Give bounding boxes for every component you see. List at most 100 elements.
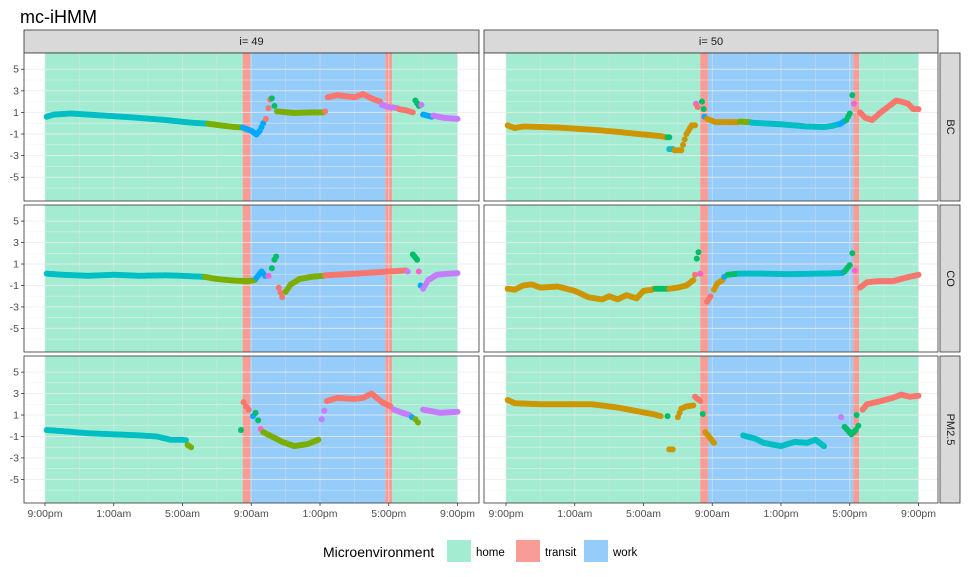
- data-point: [680, 141, 687, 148]
- data-point: [915, 271, 922, 278]
- data-point: [262, 115, 269, 122]
- legend-key-work: [584, 540, 608, 562]
- x-tick-label: 9:00pm: [488, 508, 523, 520]
- legend-label: transit: [545, 547, 577, 559]
- y-tick-label: 5: [13, 64, 19, 76]
- panel: [483, 204, 939, 353]
- data-point: [182, 437, 189, 444]
- data-point: [692, 122, 699, 129]
- data-point: [849, 92, 856, 99]
- y-tick-label: 3: [13, 237, 19, 249]
- row-strip: [939, 52, 961, 202]
- legend: Microenvironment home transit work: [323, 540, 638, 562]
- y-tick-label: -5: [10, 323, 19, 335]
- data-point: [275, 284, 282, 291]
- data-point: [454, 408, 461, 415]
- data-point: [820, 443, 827, 450]
- column-strip-label: i= 50: [699, 36, 723, 48]
- y-tick-label: -5: [10, 474, 19, 486]
- segment-home: [45, 53, 243, 201]
- segment-home: [506, 205, 701, 352]
- data-point: [260, 120, 267, 127]
- panel: [483, 52, 939, 202]
- data-point: [697, 398, 704, 405]
- panel-border: [483, 52, 939, 202]
- data-point: [268, 265, 275, 272]
- data-point: [454, 270, 461, 277]
- data-point: [698, 98, 705, 105]
- data-point: [681, 136, 688, 143]
- x-tick-label: 5:00am: [165, 508, 200, 520]
- data-point: [315, 436, 322, 443]
- data-point: [915, 106, 922, 113]
- segment-work: [250, 356, 386, 503]
- x-tick-label: 5:00pm: [832, 508, 867, 520]
- segment-home: [506, 356, 701, 503]
- segment-transit: [242, 356, 251, 503]
- data-point: [322, 108, 329, 115]
- y-tick-label: -3: [10, 452, 19, 464]
- data-point: [418, 101, 425, 108]
- data-point: [265, 105, 272, 112]
- data-point: [851, 100, 858, 107]
- x-tick-label: 1:00pm: [763, 508, 798, 520]
- x-tick-label: 9:00pm: [440, 508, 475, 520]
- panel-border: [483, 355, 939, 504]
- data-point: [318, 416, 325, 423]
- legend-label: home: [476, 547, 505, 559]
- data-point: [252, 409, 259, 416]
- data-point: [693, 255, 700, 262]
- data-point: [690, 277, 697, 284]
- y-tick-label: 3: [13, 85, 19, 97]
- data-point: [694, 104, 701, 111]
- x-tick-label: 9:00am: [695, 508, 730, 520]
- data-point: [838, 414, 845, 421]
- segment-home: [859, 53, 919, 201]
- data-point: [853, 412, 860, 419]
- y-tick-label: 1: [13, 107, 19, 119]
- segment-transit: [853, 205, 860, 352]
- y-tick-label: 1: [13, 259, 19, 271]
- data-point: [188, 444, 195, 451]
- segment-home: [392, 356, 458, 503]
- segment-home: [859, 356, 919, 503]
- y-tick-label: 3: [13, 388, 19, 400]
- row-strip: [939, 355, 961, 504]
- data-point: [415, 268, 422, 275]
- x-tick-label: 1:00am: [557, 508, 592, 520]
- y-tick-label: -1: [10, 431, 19, 443]
- plot-panels: i= 49 i= 50 BC CO PM2.5 5 3 1 -1 -3 -5 5 3 1 -1 -3 -5 5 3 1…: [10, 29, 961, 520]
- row-strip-label: BC: [944, 119, 956, 134]
- panel-border: [483, 204, 939, 353]
- panel-border: [23, 204, 480, 353]
- panel: [23, 52, 480, 202]
- y-tick-label: -3: [10, 150, 19, 162]
- data-point: [273, 253, 280, 260]
- data-point: [699, 410, 706, 417]
- data-point: [409, 109, 416, 116]
- x-tick-label: 9:00pm: [901, 508, 936, 520]
- y-tick-label: -3: [10, 301, 19, 313]
- segment-home: [392, 53, 458, 201]
- y-tick-label: 5: [13, 216, 19, 228]
- data-point: [245, 406, 252, 413]
- legend-key-transit: [516, 540, 540, 562]
- chart-title: mc-iHMM: [20, 7, 97, 27]
- y-tick-label: -1: [10, 280, 19, 292]
- data-point: [271, 102, 278, 109]
- segment-transit: [700, 205, 708, 352]
- data-point: [404, 268, 411, 275]
- data-point: [414, 256, 421, 263]
- data-point: [700, 106, 707, 113]
- y-tick-label: -1: [10, 129, 19, 141]
- y-tick-label: -5: [10, 172, 19, 184]
- data-point: [855, 422, 862, 429]
- data-point: [277, 289, 284, 296]
- segment-transit: [700, 53, 708, 201]
- row-strip-label: CO: [944, 270, 956, 287]
- panel: [23, 355, 480, 504]
- y-tick-label: 1: [13, 410, 19, 422]
- legend-title: Microenvironment: [323, 544, 434, 560]
- legend-key-home: [447, 540, 471, 562]
